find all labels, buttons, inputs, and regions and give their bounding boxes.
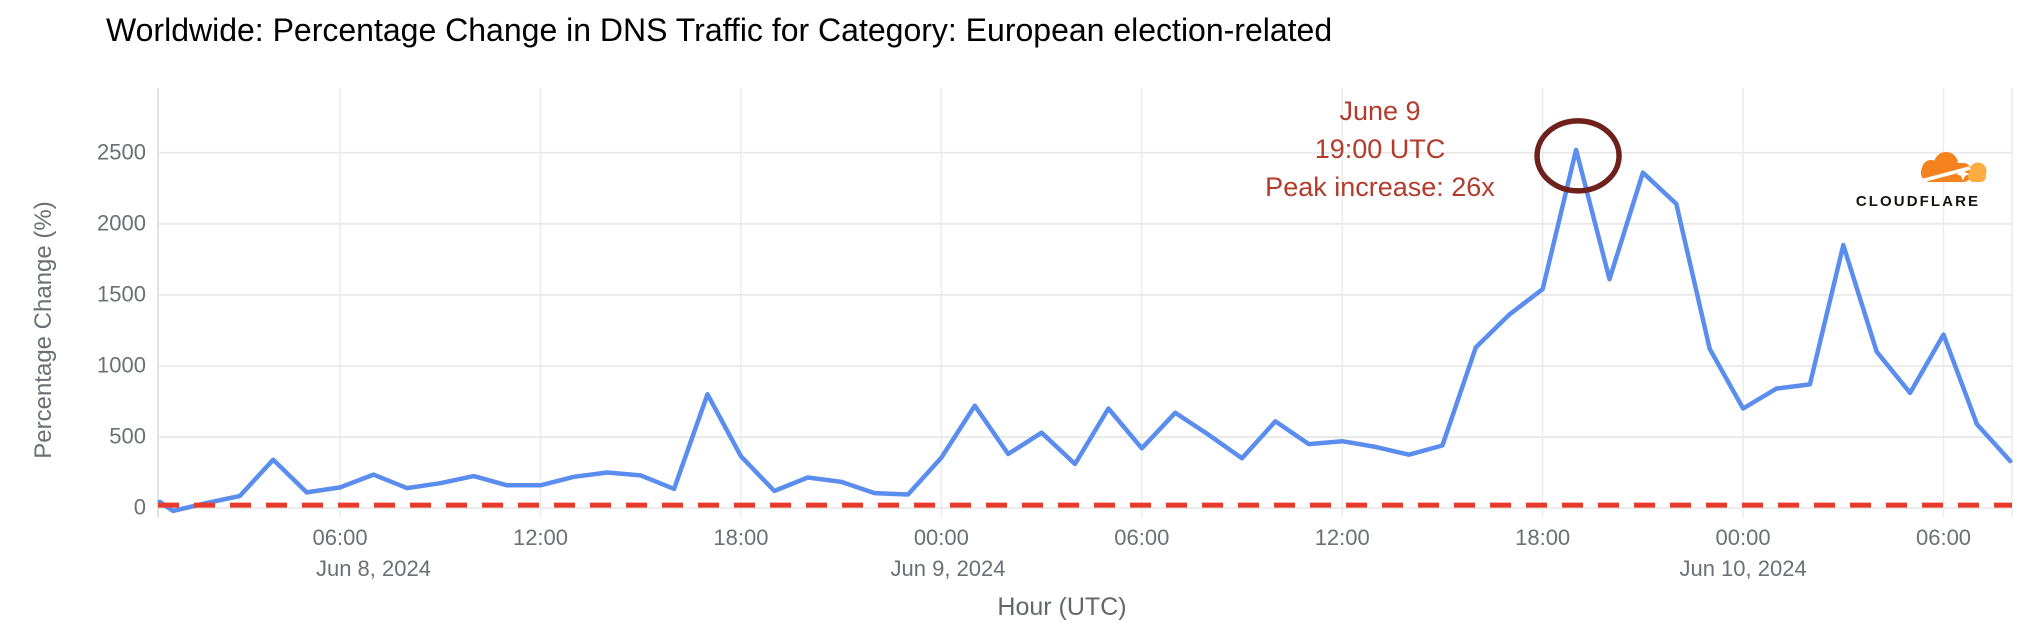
annotation-line-3: Peak increase: 26x xyxy=(1265,172,1495,202)
peak-annotation: June 9 19:00 UTC Peak increase: 26x xyxy=(1265,92,1495,206)
y-tick-label: 0 xyxy=(134,495,146,520)
chart-title: Worldwide: Percentage Change in DNS Traf… xyxy=(106,12,1333,48)
cloudflare-cloud-icon xyxy=(1920,152,1987,183)
annotation-line-1: June 9 xyxy=(1339,96,1421,126)
y-tick-label: 1000 xyxy=(97,352,146,377)
x-tick-label: 00:00 xyxy=(1716,525,1771,550)
x-date-label: Jun 8, 2024 xyxy=(316,556,431,581)
peak-circle xyxy=(1534,118,1622,194)
x-tick-label: 12:00 xyxy=(513,525,568,550)
x-tick-label: 06:00 xyxy=(1916,525,1971,550)
cloudflare-logo-text: CLOUDFLARE xyxy=(1855,193,1981,210)
x-date-label: Jun 9, 2024 xyxy=(891,556,1006,581)
dns-traffic-line xyxy=(157,147,2013,514)
y-tick-label: 1500 xyxy=(97,281,146,306)
x-tick-label: 18:00 xyxy=(713,525,768,550)
cloudflare-logo: CLOUDFLARE xyxy=(1842,150,1994,210)
annotation-line-2: 19:00 UTC xyxy=(1314,134,1446,164)
y-tick-label: 2500 xyxy=(97,139,146,164)
x-tick-label: 06:00 xyxy=(1114,525,1169,550)
x-tick-label: 00:00 xyxy=(914,525,969,550)
x-tick-label: 18:00 xyxy=(1515,525,1570,550)
y-tick-label: 2000 xyxy=(97,210,146,235)
x-tick-label: 12:00 xyxy=(1315,525,1370,550)
y-tick-label: 500 xyxy=(109,424,146,449)
x-tick-label: 06:00 xyxy=(313,525,368,550)
x-axis-title: Hour (UTC) xyxy=(997,593,1127,621)
x-date-label: Jun 10, 2024 xyxy=(1679,556,1806,581)
